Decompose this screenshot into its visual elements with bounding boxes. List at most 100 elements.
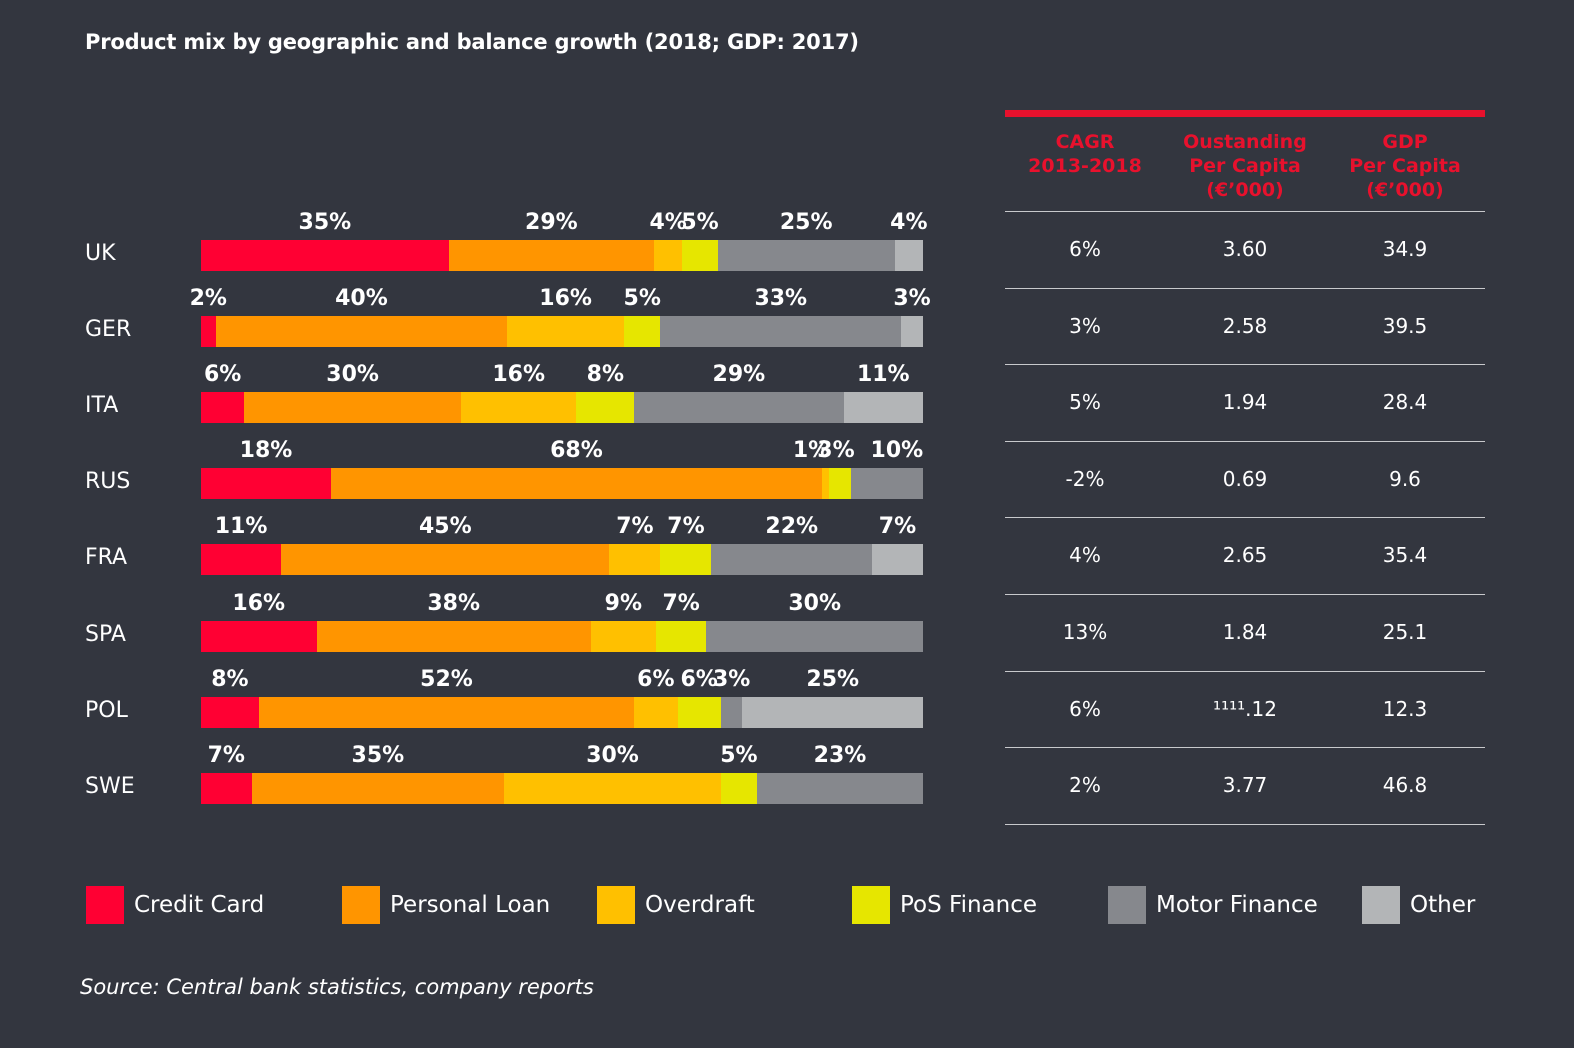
data-label: 30% (326, 362, 379, 388)
bar-segment-ger-motor-finance (660, 316, 902, 348)
table-cell: 3.77 (1222, 773, 1268, 798)
table-cell: ¹¹¹¹.12 (1213, 696, 1277, 721)
bar-segment-ger-pos-finance (623, 316, 661, 348)
legend-label: Overdraft (645, 892, 755, 918)
legend-swatch (1362, 886, 1400, 924)
table-cell: 28.4 (1382, 390, 1428, 415)
data-label: 22% (765, 514, 819, 540)
data-label: 5% (681, 210, 719, 235)
row-label-rus: RUS (85, 469, 131, 495)
table-divider (1005, 287, 1485, 289)
bar-segment-rus-overdraft (821, 468, 830, 500)
table-divider (1005, 670, 1485, 672)
legend-label: Motor Finance (1156, 892, 1318, 918)
bar-segment-spa-pos-finance (655, 620, 707, 652)
bar-segment-swe-credit-card (201, 772, 252, 804)
bar-segment-fra-motor-finance (711, 544, 872, 576)
data-label: 10% (870, 438, 924, 464)
bar-segment-ita-other (843, 392, 923, 424)
bar-segment-uk-pos-finance (682, 240, 718, 271)
data-label: 45% (418, 514, 472, 540)
table-divider (1005, 517, 1485, 519)
bar-ita (201, 392, 923, 424)
row-label-pol: POL (85, 697, 128, 723)
bar-segment-ger-overdraft (507, 316, 624, 348)
bar-segment-fra-pos-finance (660, 544, 712, 576)
legend-item-motor-finance: Motor Finance (1108, 886, 1318, 924)
data-label: 7% (878, 514, 917, 540)
legend-item-pos-finance: PoS Finance (852, 886, 1037, 924)
legend-item-overdraft: Overdraft (597, 886, 755, 924)
bar-segment-ita-overdraft (460, 392, 577, 424)
row-label-ita: ITA (85, 393, 119, 419)
data-label: 16% (492, 362, 546, 388)
data-label: 33% (754, 286, 808, 312)
table-divider (1005, 747, 1485, 749)
legend-item-credit-card: Credit Card (86, 886, 264, 924)
data-label: 11% (214, 514, 268, 540)
bar-segment-ger-credit-card (201, 316, 216, 348)
bar-segment-swe-pos-finance (720, 772, 757, 804)
bar-pol (201, 696, 923, 728)
bar-segment-uk-personal-loan (448, 240, 654, 271)
data-label: 30% (788, 590, 842, 616)
data-label: 9% (604, 590, 643, 616)
table-cell: 3% (1069, 313, 1101, 338)
chart-title: Product mix by geographic and balance gr… (85, 30, 859, 54)
bar-segment-spa-credit-card (201, 620, 317, 652)
table-cell: 2% (1069, 773, 1101, 798)
table-divider (1005, 823, 1485, 825)
bar-segment-swe-personal-loan (251, 772, 505, 804)
bar-segment-uk-motor-finance (717, 240, 895, 271)
table-cell: 4% (1069, 543, 1101, 568)
table-cell: 35.4 (1382, 543, 1428, 568)
legend-label: PoS Finance (900, 892, 1038, 918)
legend-swatch (86, 886, 124, 924)
bar-segment-uk-other (894, 240, 923, 271)
data-label: 40% (335, 286, 388, 312)
bar-segment-spa-personal-loan (316, 620, 591, 652)
table-cell: 13% (1062, 620, 1108, 644)
data-label: 7% (667, 514, 705, 540)
data-label: 35% (298, 210, 352, 235)
legend-swatch (342, 886, 380, 924)
bar-segment-pol-motor-finance (720, 696, 743, 728)
table-header-1: CAGR 2013-2018 (1028, 131, 1142, 177)
bar-segment-fra-credit-card (201, 544, 282, 576)
data-label: 23% (813, 742, 867, 768)
bar-segment-pol-personal-loan (258, 696, 635, 728)
legend-label: Personal Loan (390, 892, 551, 918)
data-label: 38% (427, 590, 481, 616)
data-label: 6% (637, 666, 675, 692)
bar-segment-rus-pos-finance (829, 468, 851, 500)
data-label: 3% (712, 666, 751, 692)
table-divider (1005, 594, 1485, 595)
legend-item-other: Other (1362, 886, 1475, 924)
bar-segment-pol-other (742, 696, 923, 728)
bar-segment-rus-credit-card (201, 468, 331, 500)
data-label: 3% (817, 438, 855, 464)
bar-segment-spa-overdraft (590, 620, 656, 652)
bar-segment-spa-motor-finance (706, 620, 923, 652)
bar-spa (201, 620, 923, 652)
table-divider (1005, 440, 1485, 442)
bar-rus (201, 468, 923, 500)
table-cell: 12.3 (1382, 696, 1428, 721)
table-cell: 1.94 (1222, 390, 1268, 415)
table-cell: 0.69 (1222, 466, 1268, 491)
data-label: 8% (211, 666, 249, 692)
data-label: 16% (232, 590, 286, 616)
data-label: 35% (351, 742, 405, 768)
bar-ger (201, 316, 923, 348)
data-label: 7% (616, 514, 654, 540)
data-label: 16% (539, 286, 592, 312)
data-label: 7% (662, 590, 700, 616)
legend-label: Credit Card (134, 892, 265, 918)
bar-segment-swe-overdraft (504, 772, 721, 804)
table-header-3: GDP Per Capita (€’000) (1349, 131, 1461, 201)
table-cell: 2.65 (1222, 543, 1268, 568)
data-label: 3% (893, 286, 931, 312)
row-label-uk: UK (85, 241, 116, 266)
bar-segment-ita-credit-card (201, 392, 245, 424)
row-label-swe: SWE (85, 773, 135, 799)
